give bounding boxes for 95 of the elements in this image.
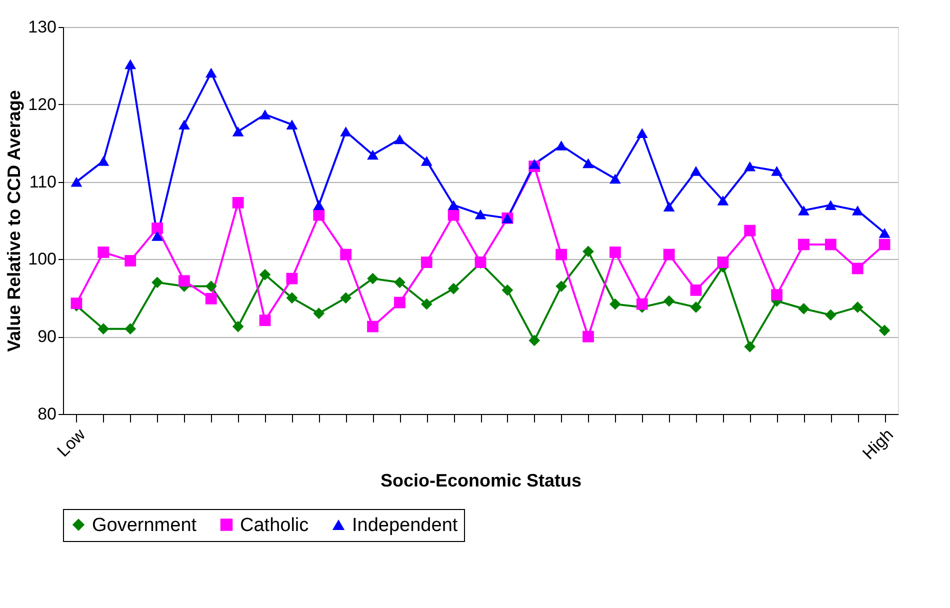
point [394, 276, 406, 288]
point [367, 272, 378, 284]
point [232, 196, 244, 208]
point [744, 224, 756, 236]
y-tick-label: 130 [28, 18, 56, 36]
y-axis-title: Value Relative to CCD Average [4, 90, 24, 352]
point [98, 323, 110, 335]
point [528, 334, 540, 346]
point [798, 206, 810, 216]
point [286, 120, 298, 130]
point [448, 209, 460, 221]
point [690, 166, 702, 176]
point [286, 272, 298, 284]
point [232, 320, 244, 332]
point [340, 248, 352, 260]
point [771, 289, 782, 301]
point [205, 292, 217, 304]
legend-label: Government [92, 514, 198, 536]
point [205, 68, 217, 78]
point [852, 206, 864, 216]
point [663, 202, 675, 212]
point [124, 59, 136, 70]
point [663, 248, 675, 260]
point [340, 292, 352, 304]
point [259, 314, 271, 326]
y-tick-label: 110 [29, 172, 56, 192]
y-tick-label: 90 [38, 327, 56, 346]
point [340, 126, 352, 136]
point [70, 176, 82, 187]
point [556, 280, 568, 292]
point [582, 330, 594, 342]
point [663, 295, 675, 307]
point [420, 156, 432, 166]
point [798, 238, 810, 250]
point [502, 284, 514, 296]
point [824, 309, 836, 321]
point [448, 200, 460, 210]
y-tick-label: 120 [28, 94, 56, 114]
point [313, 209, 325, 221]
point [852, 301, 864, 313]
legend-label: Independent [352, 514, 458, 536]
point [582, 158, 594, 168]
point [178, 120, 190, 130]
point [878, 324, 890, 336]
y-tick-label: 100 [28, 250, 56, 269]
point [152, 231, 163, 241]
point [744, 340, 756, 352]
point [98, 156, 110, 166]
point [98, 246, 110, 258]
point [717, 195, 729, 206]
point [394, 134, 406, 144]
point [232, 126, 244, 136]
point [259, 268, 271, 280]
point [286, 292, 298, 304]
point [313, 308, 325, 320]
point [744, 161, 756, 172]
point [474, 209, 486, 220]
point [690, 284, 702, 296]
point [824, 238, 836, 250]
point [771, 166, 782, 176]
point [609, 298, 621, 310]
point [878, 228, 890, 238]
point [878, 238, 890, 250]
point [178, 275, 190, 287]
point [582, 246, 594, 258]
point [313, 200, 325, 210]
point [824, 200, 836, 210]
point [367, 320, 378, 332]
x-axis-title: Socio-Economic Status [380, 470, 582, 491]
x-tick-label: Low [54, 424, 90, 461]
point [852, 262, 864, 274]
x-tick-label: High [858, 425, 898, 464]
point [420, 256, 432, 268]
point [124, 255, 136, 266]
point [717, 256, 729, 268]
point [152, 222, 163, 234]
point [152, 276, 163, 288]
point [636, 298, 648, 310]
y-tick-label: 80 [38, 404, 56, 424]
point [124, 323, 136, 335]
point [205, 280, 217, 292]
point [259, 110, 271, 120]
point [420, 298, 432, 310]
point [690, 301, 702, 313]
point [394, 296, 406, 308]
point [609, 174, 621, 184]
point [556, 248, 568, 260]
point [556, 140, 568, 150]
point [609, 246, 621, 258]
legend-label: Catholic [240, 514, 309, 536]
point [798, 303, 810, 314]
point [636, 128, 648, 138]
point [528, 159, 540, 169]
point [367, 150, 378, 160]
point [448, 282, 460, 294]
